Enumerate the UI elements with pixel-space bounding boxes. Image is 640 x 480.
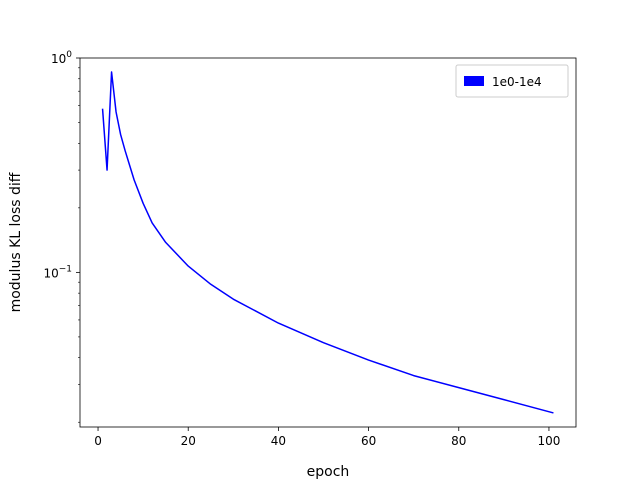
y-tick-label-exponent: 0 (66, 50, 72, 60)
x-tick-label: 60 (361, 434, 376, 448)
legend-label: 1e0-1e4 (492, 75, 542, 89)
y-tick-label-base: 10 (43, 266, 58, 280)
y-tick-label-exponent: −1 (59, 264, 72, 274)
series-line (101, 71, 554, 414)
x-tick-label: 20 (181, 434, 196, 448)
plot-frame (79, 57, 577, 428)
x-tick-label: 40 (271, 434, 286, 448)
y-tick-label: 10−1 (43, 264, 72, 280)
y-tick-label: 100 (51, 50, 72, 66)
x-axis: 0 20 40 60 80 100 (94, 427, 560, 448)
legend-swatch (464, 76, 484, 86)
x-tick-label: 80 (451, 434, 466, 448)
series-layer (101, 71, 554, 414)
y-tick-label-base: 10 (51, 52, 66, 66)
x-axis-label: epoch (307, 464, 350, 480)
x-tick-label: 100 (537, 434, 560, 448)
y-axis-label: modulus KL loss diff (8, 172, 24, 312)
legend-box (455, 64, 569, 98)
legend: 1e0-1e4 (455, 64, 569, 98)
x-tick-label: 0 (94, 434, 102, 448)
plot-area (80, 58, 576, 427)
